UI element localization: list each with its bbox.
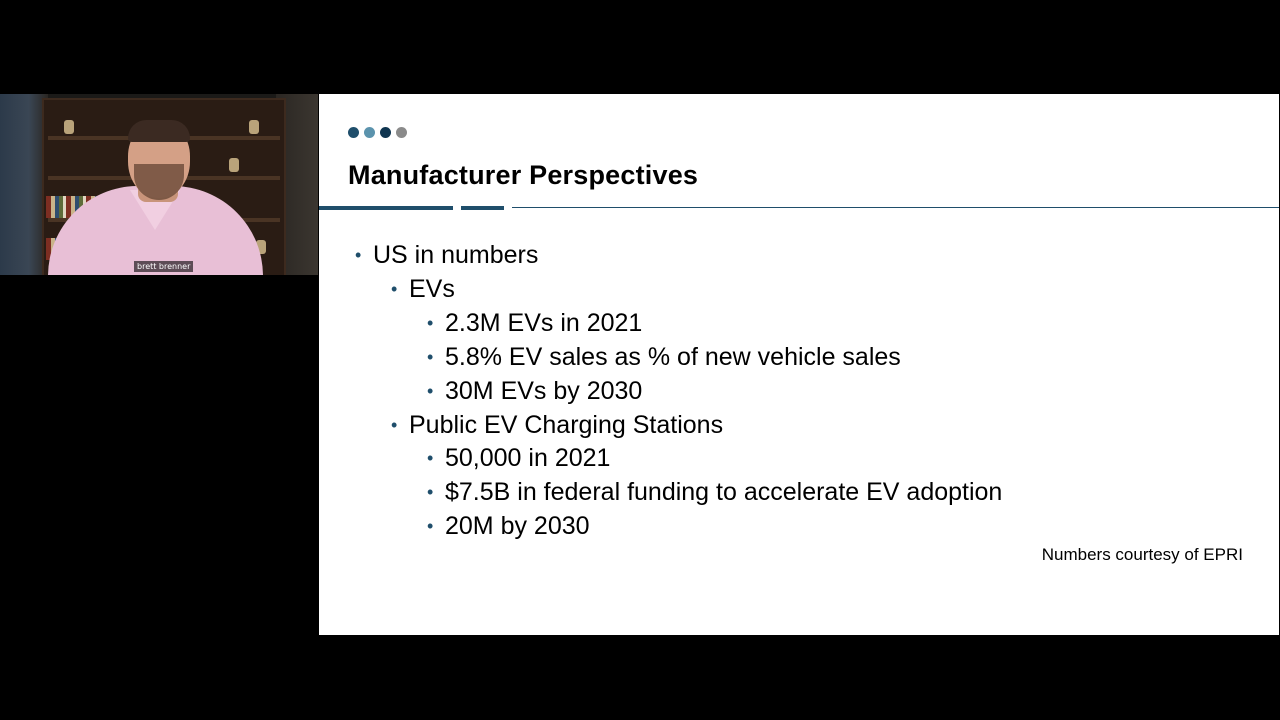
bullet-item: • 30M EVs by 2030 — [427, 376, 642, 406]
bullet-marker: • — [427, 380, 434, 401]
video-background-wall — [0, 94, 48, 275]
person-hair — [128, 120, 190, 142]
bullet-item: • US in numbers — [355, 240, 538, 270]
bullet-text: 20M by 2030 — [445, 512, 590, 541]
bullet-marker: • — [427, 346, 434, 367]
bullet-marker: • — [427, 516, 434, 537]
shelf-ornament — [64, 120, 74, 134]
bullet-item: • 2.3M EVs in 2021 — [427, 308, 642, 338]
bullet-item: • Public EV Charging Stations — [391, 410, 723, 440]
bullet-marker: • — [355, 245, 362, 265]
bullet-text: 5.8% EV sales as % of new vehicle sales — [445, 342, 901, 371]
bullet-item: • 50,000 in 2021 — [427, 443, 610, 473]
shelf-ornament — [249, 120, 259, 134]
bullet-item: • 5.8% EV sales as % of new vehicle sales — [427, 342, 901, 372]
title-underline-rule — [512, 207, 1279, 208]
bullet-marker: • — [391, 414, 398, 435]
bullet-text: $7.5B in federal funding to accelerate E… — [445, 478, 1003, 507]
progress-dot — [396, 127, 407, 138]
participant-video-tile[interactable]: brett brenner — [0, 94, 318, 275]
slide-title: Manufacturer Perspectives — [348, 160, 699, 190]
bullet-text: US in numbers — [373, 241, 539, 269]
title-underline-segment — [461, 206, 504, 210]
progress-dot — [380, 127, 391, 138]
title-underline-segment — [319, 206, 453, 210]
bullet-marker: • — [427, 448, 434, 469]
bullet-text: 50,000 in 2021 — [445, 444, 611, 473]
bullet-text: 30M EVs by 2030 — [445, 376, 643, 405]
progress-dot — [348, 127, 359, 138]
bullet-item: • $7.5B in federal funding to accelerate … — [427, 477, 1002, 507]
source-credit: Numbers courtesy of EPRI — [1041, 545, 1243, 564]
bullet-marker: • — [391, 278, 398, 299]
progress-dots — [348, 127, 407, 138]
progress-dot — [364, 127, 375, 138]
bullet-marker: • — [427, 312, 434, 333]
bullet-item: • EVs — [391, 274, 455, 304]
bullet-item: • 20M by 2030 — [427, 511, 590, 541]
bullet-text: Public EV Charging Stations — [409, 410, 724, 439]
bullet-marker: • — [427, 482, 434, 503]
participant-name-label: brett brenner — [134, 261, 194, 272]
bullet-text: EVs — [409, 274, 455, 303]
shelf-ornament — [229, 158, 239, 172]
shared-slide: Manufacturer Perspectives • US in numbers… — [319, 94, 1279, 635]
shelf-ornament — [256, 240, 266, 254]
bullet-text: 2.3M EVs in 2021 — [445, 308, 643, 337]
